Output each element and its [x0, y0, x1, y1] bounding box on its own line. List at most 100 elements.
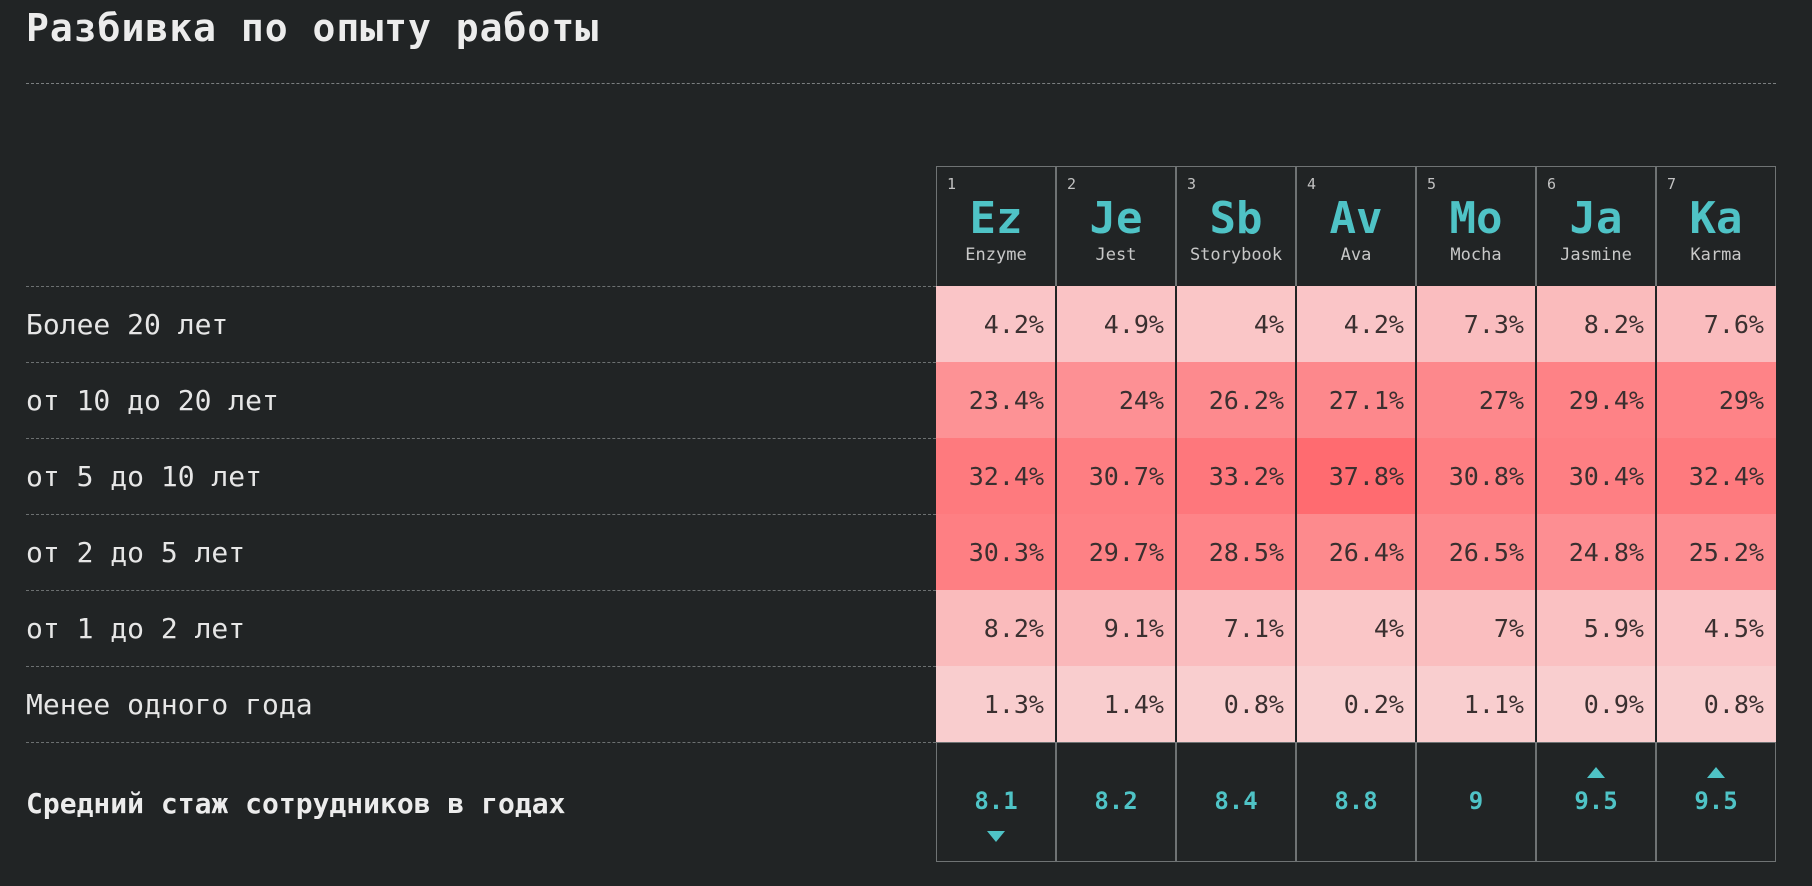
heatmap-cell: 1.3% — [936, 666, 1056, 742]
heatmap-cell: 4% — [1296, 590, 1416, 666]
average-cell: 8.1 — [936, 742, 1056, 862]
heatmap-cell: 4.5% — [1656, 590, 1776, 666]
column-name: Jest — [1095, 245, 1137, 265]
heatmap-cell: 26.2% — [1176, 362, 1296, 438]
heatmap-cell: 27% — [1416, 362, 1536, 438]
row-divider — [26, 438, 936, 439]
row-divider — [26, 666, 936, 667]
heatmap-cell: 7.6% — [1656, 286, 1776, 362]
column-separator — [1655, 286, 1657, 742]
title-divider — [26, 83, 1776, 84]
heatmap-cell: 7% — [1416, 590, 1536, 666]
heatmap-cell: 0.8% — [1656, 666, 1776, 742]
column-number: 5 — [1427, 175, 1437, 193]
average-value: 9.5 — [1694, 787, 1738, 815]
column-number: 4 — [1307, 175, 1317, 193]
column-header-enzyme: 1 Ez Enzyme — [936, 166, 1056, 286]
heatmap-cell: 4.2% — [1296, 286, 1416, 362]
row-label: от 2 до 5 лет — [26, 535, 246, 569]
heatmap-cell: 37.8% — [1296, 438, 1416, 514]
heatmap-cell: 26.4% — [1296, 514, 1416, 590]
column-name: Jasmine — [1560, 245, 1632, 265]
column-header-mocha: 5 Mo Mocha — [1416, 166, 1536, 286]
column-separator — [1415, 286, 1417, 742]
average-value: 8.4 — [1214, 787, 1258, 815]
heatmap-cell: 4% — [1176, 286, 1296, 362]
heatmap-cell: 4.9% — [1056, 286, 1176, 362]
max-marker-icon — [1587, 767, 1605, 778]
column-symbol: Ka — [1689, 193, 1743, 244]
heatmap-cell: 9.1% — [1056, 590, 1176, 666]
heatmap-cell: 1.1% — [1416, 666, 1536, 742]
column-number: 2 — [1067, 175, 1077, 193]
row-divider — [26, 362, 936, 363]
heatmap-cell: 0.2% — [1296, 666, 1416, 742]
row-label: Более 20 лет — [26, 307, 229, 341]
heatmap-cell: 0.9% — [1536, 666, 1656, 742]
average-value: 8.2 — [1094, 787, 1138, 815]
heatmap-cell: 27.1% — [1296, 362, 1416, 438]
heatmap-cell: 29.7% — [1056, 514, 1176, 590]
average-cell: 9 — [1416, 742, 1536, 862]
column-number: 1 — [947, 175, 957, 193]
average-tenure-label: Средний стаж сотрудников в годах — [26, 786, 566, 820]
heatmap-cell: 24% — [1056, 362, 1176, 438]
average-value: 9 — [1468, 787, 1484, 815]
heatmap-grid: 1 Ez Enzyme 2 Je Jest 3 Sb Storybook 4 Av Ava 5 Mo Moc… — [936, 166, 1776, 862]
heatmap-cell: 29% — [1656, 362, 1776, 438]
column-symbol: Ez — [969, 193, 1023, 244]
column-symbol: Je — [1089, 193, 1143, 244]
column-header-jasmine: 6 Ja Jasmine — [1536, 166, 1656, 286]
heatmap-cell: 1.4% — [1056, 666, 1176, 742]
row-divider — [26, 514, 936, 515]
heatmap-cell: 29.4% — [1536, 362, 1656, 438]
column-header-ava: 4 Av Ava — [1296, 166, 1416, 286]
column-number: 3 — [1187, 175, 1197, 193]
max-marker-icon — [1707, 767, 1725, 778]
row-label: Менее одного года — [26, 687, 313, 721]
page-title: Разбивка по опыту работы — [26, 6, 600, 50]
heatmap-cell: 4.2% — [936, 286, 1056, 362]
heatmap-cell: 0.8% — [1176, 666, 1296, 742]
row-label: от 10 до 20 лет — [26, 383, 279, 417]
column-number: 6 — [1547, 175, 1557, 193]
average-cell: 8.4 — [1176, 742, 1296, 862]
column-separator — [1175, 286, 1177, 742]
heatmap-cell: 30.3% — [936, 514, 1056, 590]
column-separator — [1535, 286, 1537, 742]
column-header-storybook: 3 Sb Storybook — [1176, 166, 1296, 286]
heatmap-cell: 32.4% — [1656, 438, 1776, 514]
column-separator — [1055, 286, 1057, 742]
heatmap-cell: 30.7% — [1056, 438, 1176, 514]
heatmap-cell: 8.2% — [936, 590, 1056, 666]
column-header-karma: 7 Ka Karma — [1656, 166, 1776, 286]
average-cell: 9.5 — [1656, 742, 1776, 862]
column-separator — [1295, 286, 1297, 742]
column-symbol: Ja — [1569, 193, 1623, 244]
average-cell: 8.2 — [1056, 742, 1176, 862]
average-value: 8.8 — [1334, 787, 1378, 815]
column-header-jest: 2 Je Jest — [1056, 166, 1176, 286]
heatmap-cell: 33.2% — [1176, 438, 1296, 514]
heatmap-cell: 24.8% — [1536, 514, 1656, 590]
column-number: 7 — [1667, 175, 1677, 193]
column-name: Mocha — [1450, 245, 1502, 265]
heatmap-cell: 26.5% — [1416, 514, 1536, 590]
heatmap-cell: 23.4% — [936, 362, 1056, 438]
column-name: Karma — [1690, 245, 1742, 265]
column-symbol: Mo — [1449, 193, 1503, 244]
heatmap-cell: 8.2% — [1536, 286, 1656, 362]
heatmap-cell: 32.4% — [936, 438, 1056, 514]
heatmap-cell: 30.8% — [1416, 438, 1536, 514]
row-label: от 5 до 10 лет — [26, 459, 263, 493]
row-label: от 1 до 2 лет — [26, 611, 246, 645]
column-name: Ava — [1340, 245, 1372, 265]
column-name: Storybook — [1189, 245, 1283, 265]
column-name: Enzyme — [965, 245, 1027, 265]
heatmap-cell: 5.9% — [1536, 590, 1656, 666]
row-divider — [26, 590, 936, 591]
heatmap-cell: 7.3% — [1416, 286, 1536, 362]
row-divider — [26, 286, 936, 287]
average-value: 8.1 — [974, 787, 1018, 815]
column-symbol: Sb — [1209, 193, 1263, 244]
